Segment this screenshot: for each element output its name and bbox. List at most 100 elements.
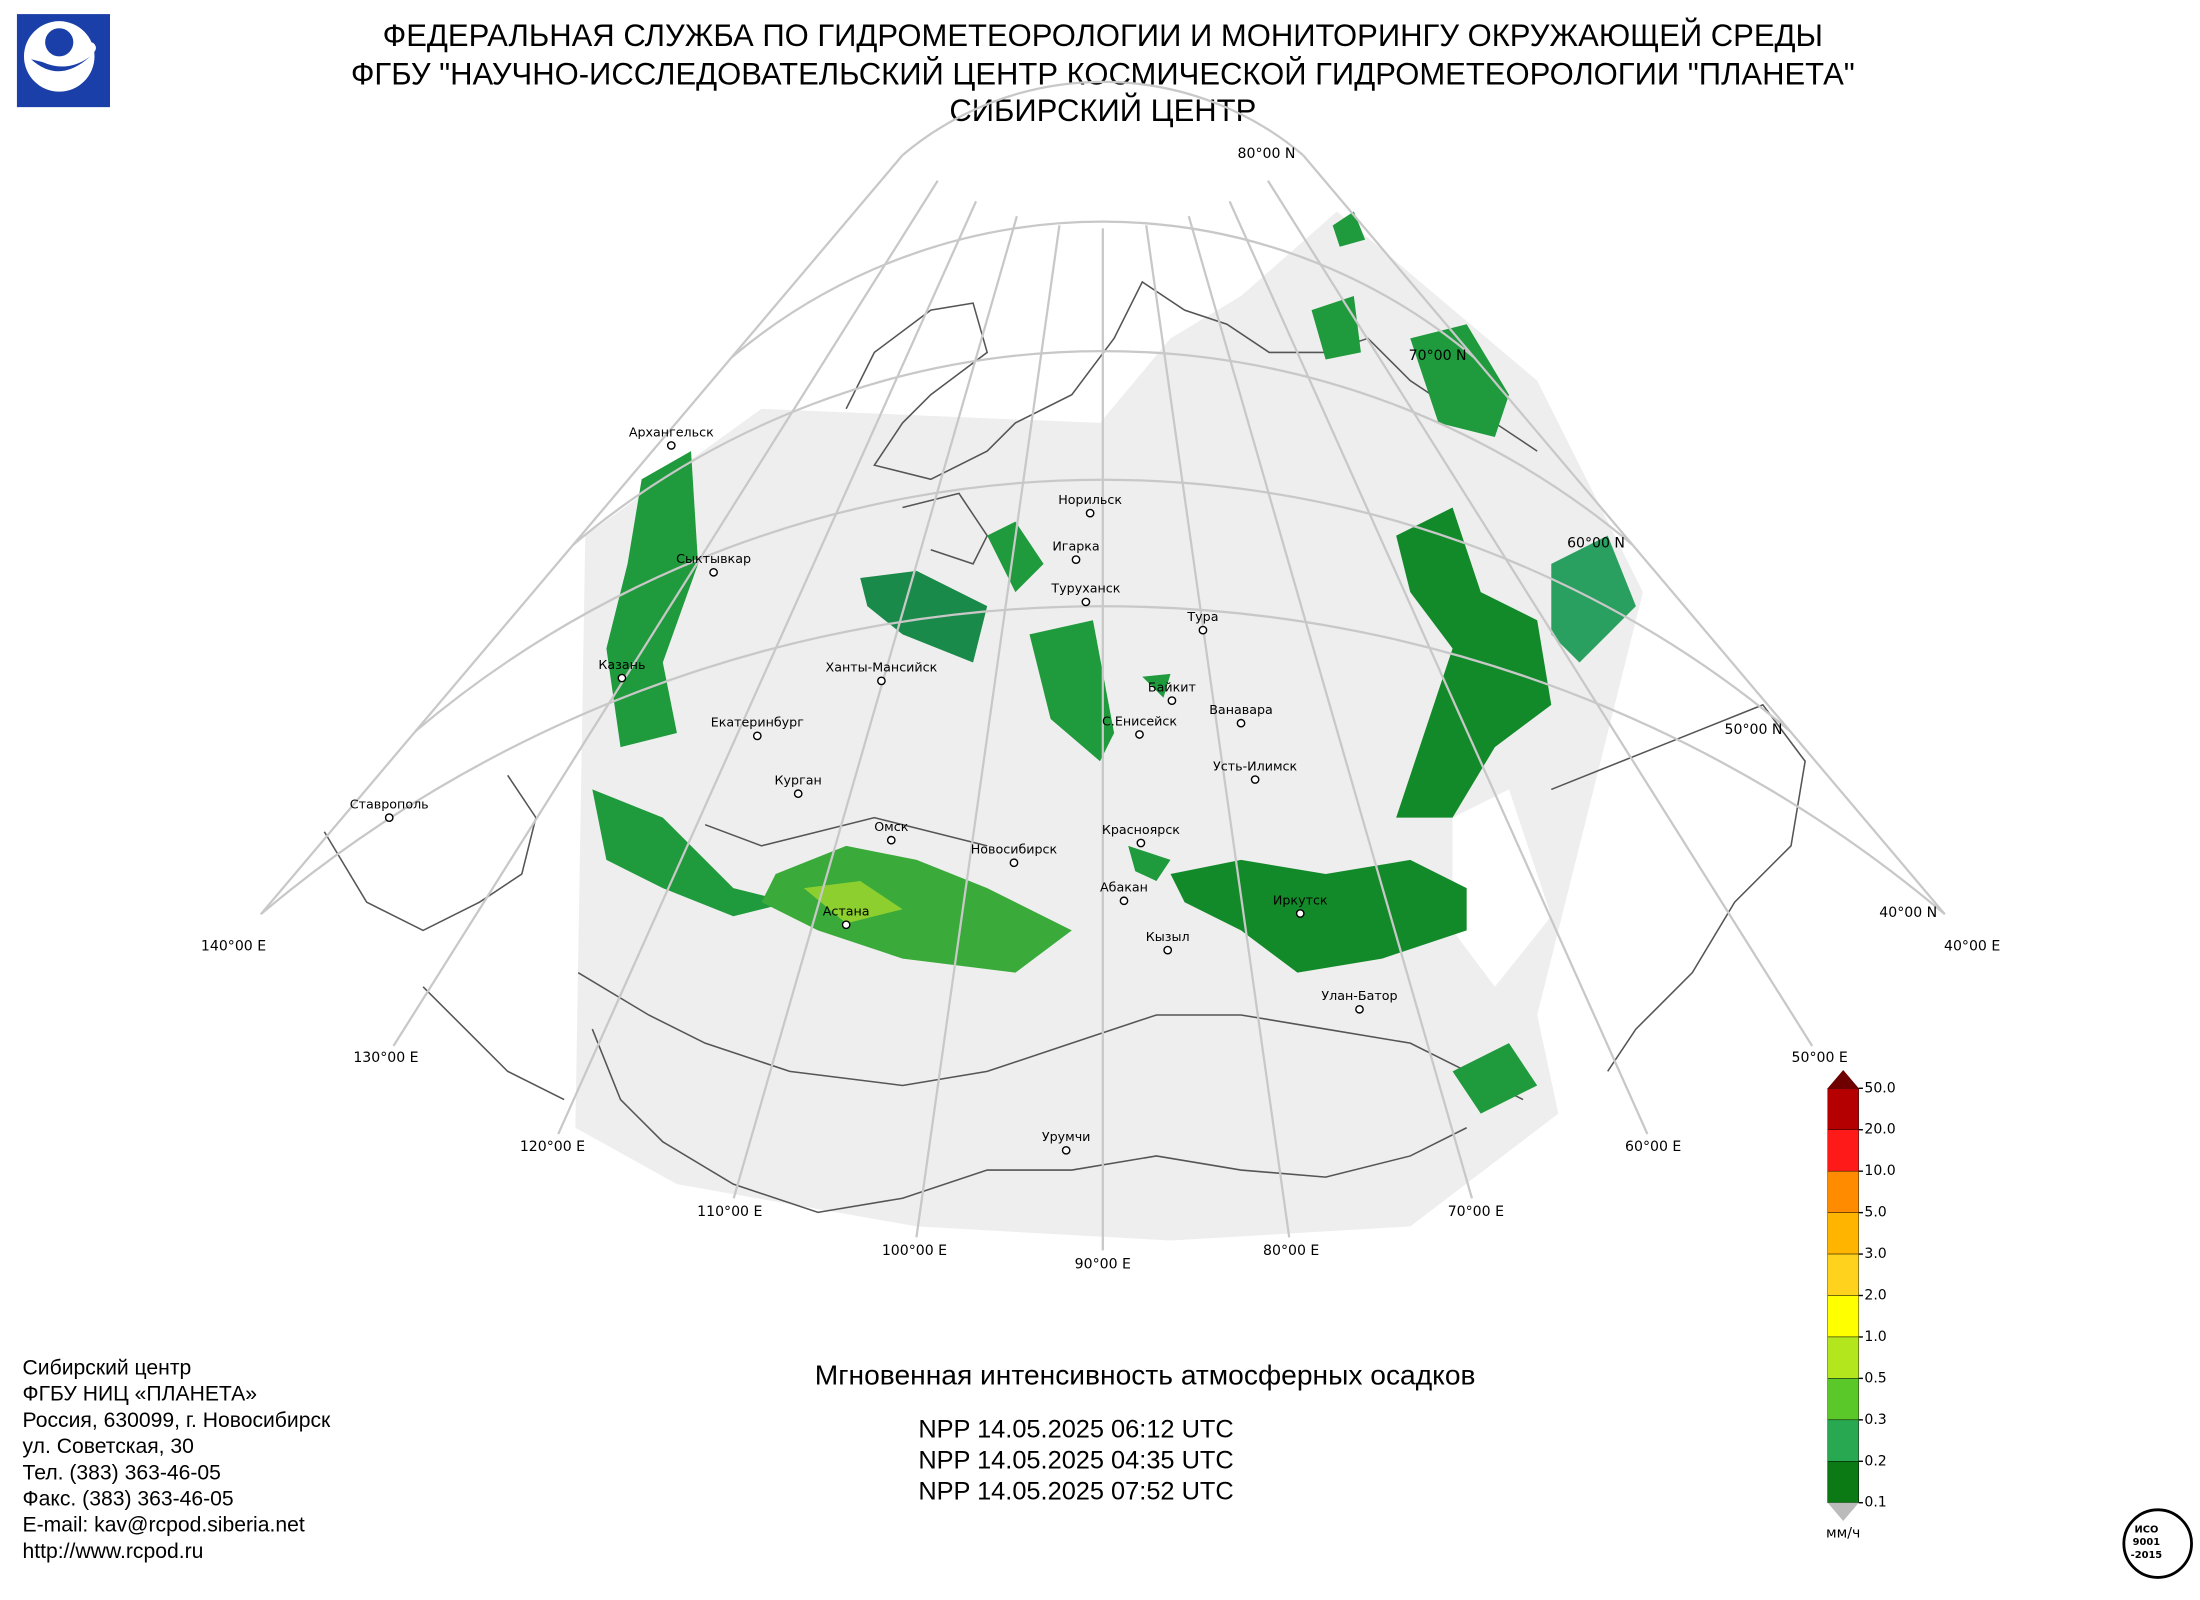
footer-line: ул. Советская, 30 [23, 1435, 194, 1458]
city-label: Новосибирск [971, 842, 1058, 857]
meridian-label: 60°00 E [1625, 1139, 1681, 1155]
meridian [259, 154, 904, 915]
meridian-label: 120°00 E [520, 1139, 585, 1155]
product-title: Мгновенная интенсивность атмосферных оса… [815, 1359, 1476, 1391]
iso-badge [2122, 1508, 2193, 1579]
city-marker [1163, 945, 1173, 955]
iso-label: 9001 [2133, 1537, 2161, 1548]
colorbar-label: 1.0 [1864, 1329, 1886, 1345]
city-marker [384, 813, 394, 822]
footer-line: Россия, 630099, г. Новосибирск [23, 1409, 331, 1432]
footer-line: http://www.rcpod.ru [23, 1540, 204, 1563]
colorbar-label: 10.0 [1864, 1163, 1895, 1179]
meridian-label: 90°00 E [1075, 1256, 1131, 1272]
parallel-label: 50°00 N [1725, 722, 1783, 738]
meridian [1267, 180, 1814, 1047]
city-label: С.Енисейск [1102, 713, 1177, 728]
pass-line: NPP 14.05.2025 07:52 UTC [918, 1478, 1233, 1506]
parallel-label: 80°00 N [1238, 146, 1296, 162]
precipitation [592, 211, 1636, 1114]
pass-line: NPP 14.05.2025 06:12 UTC [918, 1416, 1233, 1444]
meridian-label: 40°00 E [1944, 939, 2000, 955]
swath-gap [1452, 789, 1552, 987]
city-label: Ханты-Мансийск [826, 660, 938, 675]
city-label: Иркутск [1273, 892, 1328, 907]
graticule [259, 80, 1946, 1251]
city-label: Архангельск [629, 424, 714, 439]
city-marker [709, 567, 718, 577]
city-label: Омск [874, 819, 909, 834]
coastlines [323, 280, 1806, 1214]
city-label: Казань [598, 657, 645, 672]
meridian [1228, 200, 1649, 1135]
city-marker [1135, 730, 1144, 739]
meridian [1187, 215, 1474, 1199]
header-line: СИБИРСКИЙ ЦЕНТР [949, 92, 1256, 128]
city-marker [1236, 718, 1246, 728]
colorbar-label: 0.5 [1864, 1370, 1886, 1386]
meridian [1302, 154, 1946, 915]
meridian [392, 180, 939, 1047]
colorbar-band [1827, 1419, 1859, 1462]
city-label: Астана [823, 904, 870, 919]
city-marker [793, 789, 803, 799]
city-label: Игарка [1052, 538, 1099, 553]
city-label: Улан-Батор [1321, 988, 1397, 1003]
meridian [732, 215, 1018, 1199]
city-marker [752, 731, 762, 741]
colorbar-label: 2.0 [1864, 1288, 1886, 1304]
parallel [730, 220, 1475, 359]
parallel [901, 80, 1304, 156]
city-label: Екатеринбург [711, 715, 805, 730]
city-label: Ставрополь [350, 796, 429, 811]
city-label: Байкит [1148, 679, 1197, 694]
meridian-label: 130°00 E [353, 1050, 418, 1066]
colorbar-label: 50.0 [1864, 1080, 1895, 1096]
colorbar-band [1827, 1212, 1859, 1255]
labels: 80°00 N 70°00 N 60°00 N 50°00 N 40°00 N 40°00… [23, 146, 2193, 1579]
pass-line: NPP 14.05.2025 04:35 UTC [918, 1447, 1233, 1475]
colorbar-label: 0.3 [1864, 1412, 1886, 1428]
city-marker [1250, 775, 1260, 784]
colorbar-label: 20.0 [1864, 1122, 1895, 1138]
city-marker [1009, 858, 1019, 868]
city-marker [1198, 625, 1208, 635]
parallel-label: 60°00 N [1567, 536, 1625, 552]
city-marker [877, 676, 886, 686]
colorbar-label: 0.1 [1864, 1495, 1886, 1511]
city-label: Норильск [1058, 492, 1122, 507]
city-marker [1085, 508, 1095, 518]
footer-line: ФГБУ НИЦ «ПЛАНЕТА» [23, 1383, 257, 1406]
logo [16, 14, 110, 108]
meridian [1145, 225, 1291, 1238]
city-label: Усть-Илимск [1213, 758, 1297, 773]
colorbar-band [1827, 1170, 1859, 1213]
footer-line: Факс. (383) 363-46-05 [23, 1487, 234, 1510]
city-label: Сыктывкар [676, 551, 751, 566]
meridian-label: 80°00 E [1263, 1243, 1319, 1259]
colorbar-label: 5.0 [1864, 1205, 1886, 1221]
parallel-label: 40°00 N [1879, 905, 1937, 921]
parallel-label: 70°00 N [1409, 348, 1467, 364]
meridian-label: 50°00 E [1792, 1050, 1848, 1066]
city-marker [1136, 838, 1146, 848]
city-label: Абакан [1100, 880, 1148, 895]
colorbar-label: 3.0 [1864, 1246, 1886, 1262]
city-marker [1119, 896, 1129, 906]
city-marker [1061, 1145, 1071, 1155]
meridian-label: 110°00 E [697, 1204, 762, 1220]
city-label: Курган [775, 772, 822, 787]
city-marker [1167, 696, 1177, 705]
city-label: Кызыл [1146, 929, 1190, 944]
city-marker [841, 920, 851, 930]
city-marker [886, 835, 896, 845]
colorbar-band [1827, 1088, 1859, 1130]
colorbar-band [1827, 1461, 1859, 1503]
colorbar-unit: мм/ч [1826, 1526, 1860, 1542]
iso-label: ИСО [2134, 1525, 2158, 1536]
colorbar-bottom [1827, 1502, 1859, 1522]
meridian [557, 200, 978, 1135]
footer-line: Тел. (383) 363-46-05 [23, 1461, 221, 1484]
city-marker [1355, 1004, 1364, 1014]
iso-label: -2015 [2131, 1550, 2163, 1561]
